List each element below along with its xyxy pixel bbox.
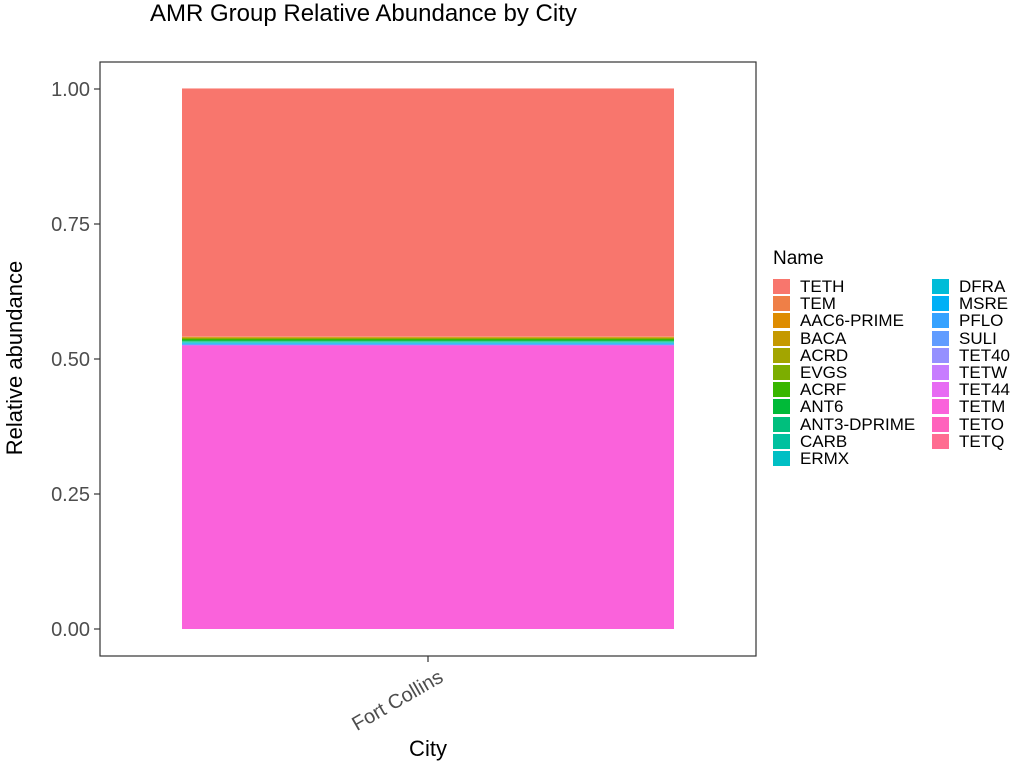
legend-label: PFLO [959,311,1004,331]
bar-segment-acrf [182,339,674,341]
legend-swatch [773,313,790,329]
legend-item-tem: TEM [773,295,915,312]
legend-item-tet40: TET40 [932,347,1010,364]
legend-item-tetw: TETW [932,364,1010,381]
legend-swatch [932,279,949,295]
legend-item-carb: CARB [773,433,915,450]
legend-swatch [773,450,790,466]
bar-segment-tetm [182,345,674,629]
legend-label: ACRF [800,380,847,400]
legend-item-ant6: ANT6 [773,398,915,415]
bar-segment-tet44 [182,345,674,346]
legend-swatch [773,433,790,449]
legend-column: TETH TEM AAC6-PRIME BACA ACRD EVGS ACRF ANT6 ANT… [773,278,915,467]
legend-item-baca: BACA [773,330,915,347]
legend-item-teth: TETH [773,278,915,295]
y-tick-label: 1.00 [51,79,90,101]
legend-item-acrd: ACRD [773,347,915,364]
legend-label: ACRD [800,345,849,365]
legend-item-tetm: TETM [932,398,1010,415]
legend-item-dfra: DFRA [932,278,1010,295]
bar-segment-acrd [182,337,674,339]
legend-swatch [773,416,790,432]
legend-item-evgs: EVGS [773,364,915,381]
legend-swatch [932,365,949,381]
legend-label: SULI [959,328,997,348]
y-axis-label: Relative abundance [2,260,27,456]
legend-label: EVGS [800,363,848,383]
legend-label: TETM [959,397,1006,417]
bar-segment-tetw [182,344,674,346]
legend-item-acrf: ACRF [773,381,915,398]
legend-label: TETO [959,414,1005,434]
legend-label: BACA [800,328,847,348]
legend-label: ANT6 [800,397,844,417]
bar-segment-tet40 [182,344,674,346]
legend-swatch [932,330,949,346]
bar-segment-suli [182,344,674,345]
x-axis-label: City [409,736,447,761]
legend-label: DFRA [959,277,1006,297]
legend-label: TETW [959,363,1008,383]
bar-segment-teth [182,88,674,337]
legend-swatch [773,365,790,381]
legend-swatch [773,296,790,312]
legend-item-msre: MSRE [932,295,1010,312]
legend-label: TET40 [959,345,1011,365]
legend-swatch [773,279,790,295]
legend-swatch [932,296,949,312]
legend-column: DFRA MSRE PFLO SULI TET40 TETW TET44 TETM TETO TE… [932,278,1010,450]
y-tick-label: 0.50 [51,349,90,371]
legend-label: ANT3-DPRIME [800,414,916,434]
legend-swatch [773,399,790,415]
y-tick-label: 0.00 [51,619,90,641]
legend-item-ant3-dprime: ANT3-DPRIME [773,416,915,433]
chart-title: AMR Group Relative Abundance by City [150,0,577,27]
legend-swatch [932,347,949,363]
bar-segment-ermx [182,342,674,343]
bar-segment-ant3-dprime [182,341,674,342]
legend-label: AAC6-PRIME [800,311,904,331]
bar-segment-pflo [182,343,674,345]
legend-label: TETH [800,277,845,297]
bar-segment-carb [182,341,674,343]
legend-label: MSRE [959,294,1009,314]
bar-segment-dfra [182,342,674,344]
legend-swatch [932,416,949,432]
legend-swatch [932,382,949,398]
bar-segment-tem [182,336,674,337]
legend-label: CARB [800,431,848,451]
bar-segment-ant6 [182,340,674,342]
legend-swatch [773,347,790,363]
legend-item-tetq: TETQ [932,433,1010,450]
bar-segment-baca [182,337,674,338]
legend-title: Name [773,248,824,269]
legend-item-teto: TETO [932,416,1010,433]
legend-swatch [773,330,790,346]
legend-swatch [773,382,790,398]
legend-item-tet44: TET44 [932,381,1010,398]
legend-label: ERMX [800,448,850,468]
bar-segment-msre [182,343,674,344]
legend-item-ermx: ERMX [773,450,915,467]
y-tick-label: 0.25 [51,484,90,506]
legend-item-aac6-prime: AAC6-PRIME [773,312,915,329]
legend-label: TET44 [959,380,1011,400]
legend-item-suli: SULI [932,330,1010,347]
legend-label: TEM [800,294,836,314]
bar-segment-evgs [182,338,674,340]
legend-item-pflo: PFLO [932,312,1010,329]
legend-swatch [932,399,949,415]
legend-swatch [932,433,949,449]
y-tick-label: 0.75 [51,214,90,236]
bar-segment-aac6-prime [182,336,674,338]
legend-label: TETQ [959,431,1005,451]
legend-swatch [932,313,949,329]
